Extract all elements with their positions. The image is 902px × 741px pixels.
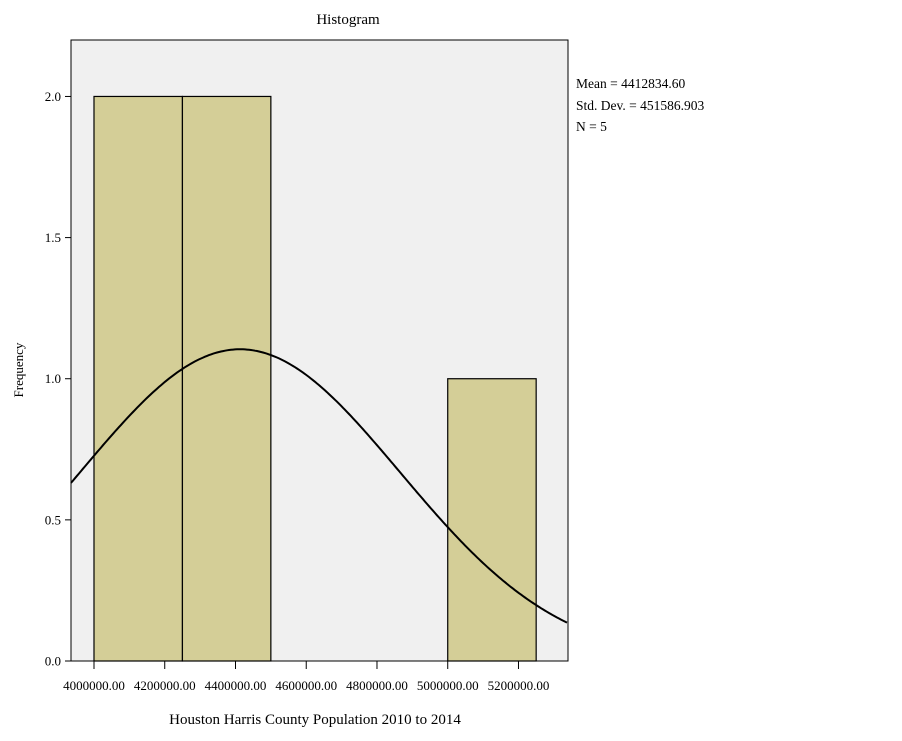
y-axis-label: Frequency [11, 342, 26, 397]
y-tick-label-1: 0.5 [45, 512, 61, 527]
y-tick-label-4: 2.0 [45, 89, 61, 104]
y-tick-label-2: 1.0 [45, 371, 61, 386]
x-tick-label-3: 4600000.00 [275, 678, 337, 693]
histogram-bar-3 [447, 378, 537, 662]
x-tick-label-0: 4000000.00 [63, 678, 125, 693]
x-axis: 4000000.00 4200000.00 4400000.00 4600000.00… [63, 661, 549, 693]
x-tick-label-6: 5200000.00 [488, 678, 550, 693]
x-axis-label: Houston Harris County Population 2010 to… [169, 712, 461, 728]
normal-curve [70, 348, 568, 624]
bars-group [93, 95, 537, 662]
y-tick-label-3: 1.5 [45, 230, 61, 245]
std-dev-stat: Std. Dev. = 451586.903 [576, 97, 705, 113]
x-tick-label-4: 4800000.00 [346, 678, 408, 693]
x-tick-label-2: 4400000.00 [205, 678, 267, 693]
x-tick-label-5: 5000000.00 [417, 678, 479, 693]
y-axis: 0.0 0.5 1.0 1.5 2.0 [45, 89, 71, 669]
histogram-bar-1 [181, 95, 272, 662]
x-tick-label-1: 4200000.00 [134, 678, 196, 693]
n-stat: N = 5 [576, 119, 607, 134]
stats-legend: Mean = 4412834.60 Std. Dev. = 451586.903… [576, 73, 704, 138]
y-tick-label-0: 0.0 [45, 654, 61, 669]
chart-title: Histogram [316, 12, 380, 28]
mean-stat: Mean = 4412834.60 [576, 76, 686, 91]
